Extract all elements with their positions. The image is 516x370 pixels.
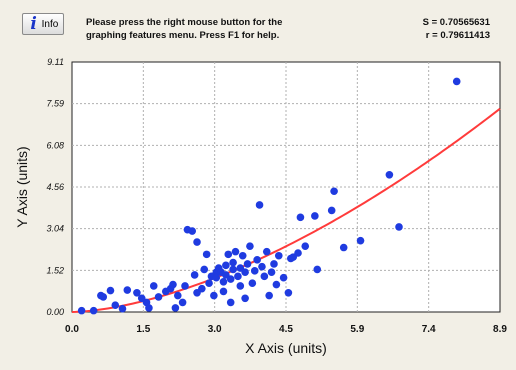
data-point (133, 288, 141, 297)
x-tick-label: 7.4 (422, 324, 436, 335)
data-point (200, 265, 209, 274)
info-icon: i (30, 14, 37, 34)
data-point (279, 273, 288, 282)
y-tick-label: 1.52 (46, 265, 64, 275)
data-point (272, 280, 281, 289)
data-point (311, 212, 319, 220)
data-point (145, 304, 153, 312)
data-point (210, 291, 218, 300)
data-point (202, 250, 211, 259)
stat-r: r = 0.79611413 (425, 30, 490, 41)
data-point (296, 213, 305, 222)
data-point (169, 280, 177, 289)
data-point (284, 288, 293, 297)
x-tick-label: 1.5 (136, 324, 150, 335)
data-point (301, 242, 310, 250)
data-point (260, 272, 269, 281)
data-point (248, 279, 257, 287)
data-point (330, 187, 338, 196)
info-button[interactable]: i Info (22, 13, 64, 35)
y-tick-label: 3.04 (46, 224, 64, 234)
data-point (181, 282, 189, 290)
data-point (219, 278, 228, 286)
data-point (89, 306, 98, 315)
data-point (229, 258, 237, 267)
data-point (205, 279, 213, 287)
data-point (198, 284, 206, 293)
data-point (238, 251, 247, 260)
data-point (339, 243, 348, 252)
tick-labels: 0.0 1.5 3.0 4.5 5.9 7.4 8.9 0.00 1.52 3.04 4.56 6.0… (46, 57, 507, 335)
x-tick-label: 3.0 (208, 324, 222, 335)
data-point (190, 271, 199, 279)
x-axis-label: X Axis (units) (245, 340, 327, 356)
data-point (356, 236, 365, 245)
data-point (118, 304, 127, 313)
help-line-2: graphing features menu. Press F1 for hel… (86, 30, 280, 41)
data-point (229, 265, 237, 274)
y-tick-label: 7.59 (46, 99, 64, 109)
data-point (452, 77, 461, 86)
data-point (327, 206, 336, 215)
data-point (395, 223, 403, 231)
data-point (236, 282, 245, 290)
data-point (193, 238, 201, 246)
fit-statistics: S = 0.70565631 r = 0.79611413 (423, 16, 490, 42)
data-point (246, 242, 254, 250)
data-point (253, 256, 261, 264)
data-point (270, 260, 278, 268)
data-point (243, 260, 252, 268)
data-point (178, 298, 187, 307)
y-tick-label: 6.08 (46, 140, 64, 150)
data-point (241, 294, 249, 303)
data-point (171, 304, 180, 312)
data-point (77, 306, 86, 315)
data-point (226, 275, 235, 283)
data-point (267, 268, 276, 277)
x-tick-label: 8.9 (493, 324, 507, 335)
data-point (258, 262, 266, 271)
data-points (77, 77, 461, 315)
data-point (250, 267, 259, 275)
data-point (224, 250, 233, 259)
data-point (174, 291, 182, 300)
data-point (241, 268, 249, 277)
data-point (262, 247, 271, 256)
x-tick-label: 0.0 (65, 324, 79, 335)
data-point (154, 293, 163, 301)
help-line-1: Please press the right mouse button for … (86, 17, 283, 28)
data-point (106, 286, 115, 295)
data-point (219, 287, 228, 296)
data-point (99, 293, 108, 301)
stat-s: S = 0.70565631 (422, 17, 490, 28)
data-point (231, 247, 240, 256)
y-axis-label: Y Axis (units) (14, 146, 30, 227)
data-point (149, 282, 158, 290)
data-point (294, 249, 302, 257)
data-point (234, 272, 242, 281)
data-point (222, 261, 230, 270)
x-tick-label: 4.5 (279, 324, 293, 335)
x-tick-label: 5.9 (350, 324, 364, 335)
data-point (226, 298, 235, 307)
data-point (313, 265, 322, 274)
y-tick-label: 9.11 (47, 57, 64, 67)
y-tick-label: 4.56 (46, 182, 64, 192)
data-point (123, 286, 132, 294)
data-point (212, 273, 221, 282)
data-point (385, 170, 394, 179)
help-message: Please press the right mouse button for … (86, 16, 366, 42)
info-button-label: Info (41, 18, 59, 30)
data-point (188, 227, 197, 235)
data-point (265, 291, 273, 300)
y-tick-label: 0.00 (46, 307, 64, 317)
data-point (111, 301, 120, 309)
data-point (274, 251, 283, 260)
data-point (255, 201, 264, 209)
